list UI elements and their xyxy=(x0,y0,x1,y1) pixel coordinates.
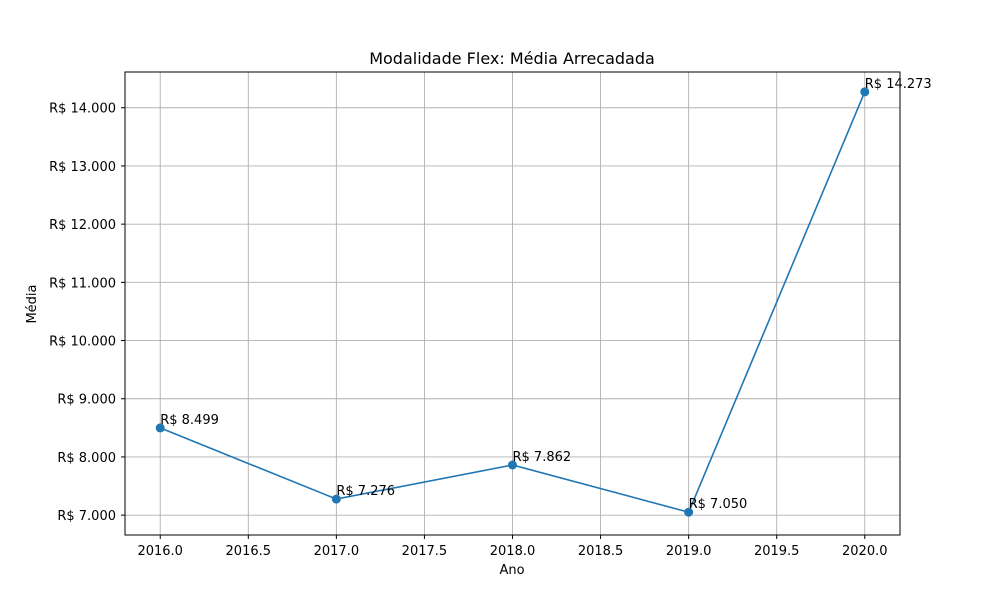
x-tick-label: 2020.0 xyxy=(842,544,888,559)
y-tick-label: R$ 10.000 xyxy=(49,335,116,350)
x-tick-label: 2019.5 xyxy=(754,544,800,559)
y-tick-label: R$ 8.000 xyxy=(57,451,116,466)
x-tick-label: 2017.5 xyxy=(402,544,448,559)
x-tick-label: 2019.0 xyxy=(666,544,712,559)
y-tick-label: R$ 7.000 xyxy=(57,509,116,524)
data-label: R$ 8.499 xyxy=(160,413,219,428)
data-point xyxy=(508,460,517,470)
y-tick-label: R$ 9.000 xyxy=(57,393,116,408)
y-tick-label: R$ 12.000 xyxy=(49,218,116,233)
series: R$ 8.499 R$ 7.276 R$ 7.862 R$ 7.050 R$ 14.27… xyxy=(155,77,932,517)
y-axis-label: Média xyxy=(25,284,40,323)
x-tick-label: 2016.5 xyxy=(226,544,272,559)
data-label: R$ 7.862 xyxy=(513,450,572,465)
data-label: R$ 7.276 xyxy=(336,484,395,499)
data-point xyxy=(155,423,165,433)
chart-title: Modalidade Flex: Média Arrecadada xyxy=(369,49,655,68)
x-tick-label: 2016.0 xyxy=(137,544,183,559)
y-tick-label: R$ 13.000 xyxy=(49,160,116,175)
x-axis: 2016.0 2016.5 2017.0 2017.5 2018.0 2018.5 2019… xyxy=(137,535,888,559)
plot-area xyxy=(124,71,901,536)
data-label: R$ 14.273 xyxy=(865,77,932,92)
grid xyxy=(125,72,900,535)
data-point xyxy=(860,87,870,97)
x-tick-label: 2018.0 xyxy=(490,544,536,559)
y-axis: R$ 7.000 R$ 8.000 R$ 9.000 R$ 10.000 R$ 11.0… xyxy=(49,102,125,524)
x-axis-label: Ano xyxy=(499,563,524,578)
x-tick-label: 2018.5 xyxy=(578,544,624,559)
y-tick-label: R$ 14.000 xyxy=(49,102,116,117)
data-label: R$ 7.050 xyxy=(689,497,748,512)
x-tick-label: 2017.0 xyxy=(314,544,360,559)
y-tick-label: R$ 11.000 xyxy=(49,276,116,291)
data-point xyxy=(331,494,341,504)
data-point xyxy=(684,507,694,517)
